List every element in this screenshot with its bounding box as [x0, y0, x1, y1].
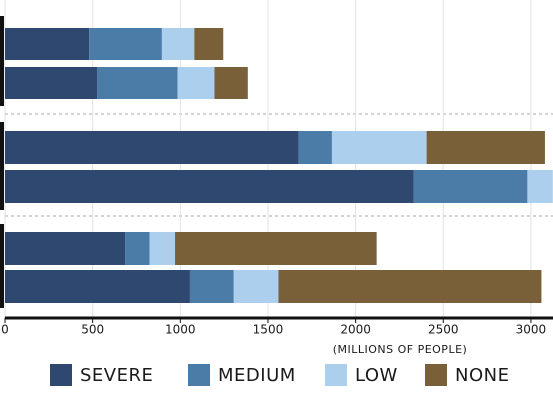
legend-swatch: [50, 364, 72, 386]
bar-segment: [5, 28, 90, 60]
legend-label: SEVERE: [80, 365, 153, 386]
group-marker: [0, 16, 4, 106]
legend-label: MEDIUM: [218, 365, 296, 386]
bar-segment: [194, 28, 224, 60]
bar-segment: [161, 28, 195, 60]
x-tick-label: 1500: [253, 323, 284, 337]
bar-segment: [5, 270, 190, 303]
x-tick-label: 3000: [516, 323, 547, 337]
bar-segment: [233, 270, 279, 303]
x-tick-label: 2500: [428, 323, 459, 337]
group-marker: [0, 224, 4, 308]
bar-segment: [97, 67, 178, 99]
bar-segment: [331, 131, 427, 164]
bar-segment: [278, 270, 542, 303]
bar-segment: [175, 232, 377, 265]
bar-segment: [89, 28, 162, 60]
x-tick-label: 1000: [165, 323, 196, 337]
bar-segment: [149, 232, 176, 265]
legend-swatch: [325, 364, 347, 386]
legend-label: NONE: [455, 365, 509, 386]
bar-segment: [5, 67, 98, 99]
bar-segment: [5, 170, 414, 203]
bar-segment: [189, 270, 234, 303]
x-tick-label: 0: [1, 323, 9, 337]
group-marker: [0, 122, 4, 210]
bar-segment: [426, 131, 545, 164]
bar-segment: [177, 67, 215, 99]
bar-segment: [5, 131, 299, 164]
bar-segment: [527, 170, 553, 203]
bar-segment: [413, 170, 528, 203]
x-tick-label: 2000: [340, 323, 371, 337]
legend-swatch: [188, 364, 210, 386]
x-axis-label: (MILLIONS OF PEOPLE): [333, 343, 468, 356]
bar-segment: [298, 131, 332, 164]
bar-segment: [214, 67, 248, 99]
bar-segment: [125, 232, 150, 265]
legend-swatch: [425, 364, 447, 386]
x-tick-label: 500: [81, 323, 104, 337]
legend-label: LOW: [355, 365, 398, 386]
bar-segment: [5, 232, 126, 265]
